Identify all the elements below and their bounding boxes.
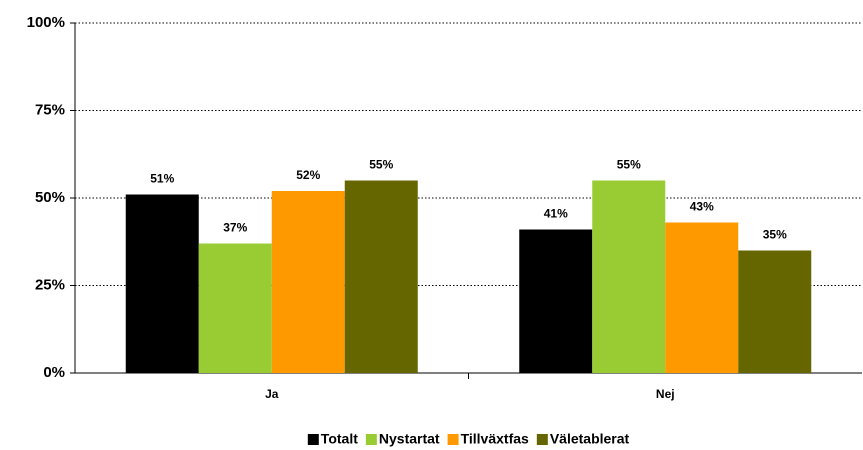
data-label: 35% [763, 228, 787, 242]
x-tick-label: Nej [656, 387, 675, 401]
bar [271, 191, 345, 373]
bar [519, 229, 593, 373]
legend-swatch [447, 434, 459, 445]
y-tick-label: 0% [43, 364, 65, 381]
data-label: 37% [223, 221, 247, 235]
legend-swatch [307, 434, 319, 445]
y-tick-label: 50% [35, 189, 65, 206]
bar [665, 222, 739, 373]
x-tick-label: Ja [265, 387, 279, 401]
y-tick-label: 75% [35, 101, 65, 118]
data-label: 52% [296, 168, 320, 182]
legend-label: Nystartat [379, 431, 440, 447]
bar [738, 250, 812, 373]
legend: Totalt Nystartat Tillväxtfas Väletablerat [307, 431, 630, 447]
legend-label: Väletablerat [550, 431, 630, 447]
data-label: 51% [150, 172, 174, 186]
data-label: 55% [617, 158, 641, 172]
data-label: 55% [369, 158, 393, 172]
data-label: 43% [690, 200, 714, 214]
bar [592, 180, 666, 373]
legend-label: Tillväxtfas [461, 431, 529, 447]
legend-swatch [365, 434, 377, 445]
y-tick-label: 100% [27, 14, 65, 31]
data-label: 41% [544, 207, 568, 221]
bar [198, 243, 272, 373]
bar [344, 180, 418, 373]
legend-label: Totalt [321, 431, 358, 447]
legend-swatch [536, 434, 548, 445]
y-tick-label: 25% [35, 276, 65, 293]
bar [125, 194, 199, 373]
